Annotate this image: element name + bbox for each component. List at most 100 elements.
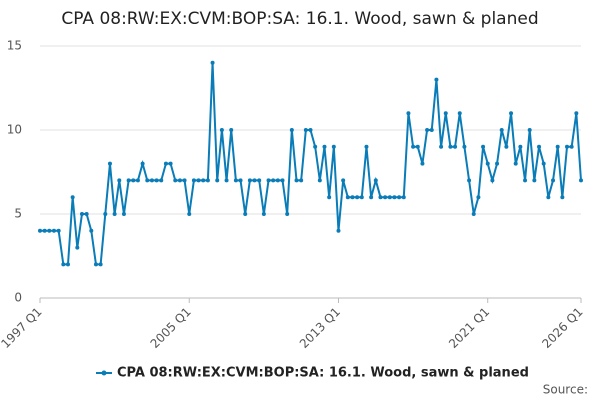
data-point bbox=[280, 178, 285, 183]
data-point bbox=[205, 178, 210, 183]
data-point bbox=[574, 111, 579, 116]
data-point bbox=[238, 178, 243, 183]
data-point bbox=[462, 144, 467, 149]
data-point bbox=[145, 178, 150, 183]
data-point bbox=[555, 144, 560, 149]
data-point bbox=[420, 161, 425, 166]
data-point bbox=[196, 178, 201, 183]
y-tick-label: 15 bbox=[7, 39, 22, 53]
data-point bbox=[38, 228, 42, 233]
data-point bbox=[443, 111, 448, 116]
data-point bbox=[177, 178, 182, 183]
source: Source: bbox=[543, 383, 588, 397]
data-point bbox=[378, 195, 383, 200]
data-point bbox=[140, 161, 145, 166]
data-point bbox=[499, 128, 504, 132]
data-point bbox=[294, 178, 299, 183]
data-point bbox=[537, 144, 542, 149]
x-tick-label: 2026 Q1 bbox=[539, 305, 585, 351]
data-point bbox=[163, 161, 168, 166]
data-point bbox=[495, 161, 500, 166]
data-point bbox=[42, 228, 47, 233]
data-point bbox=[331, 144, 336, 149]
data-point bbox=[359, 195, 364, 200]
data-point bbox=[131, 178, 136, 183]
data-point bbox=[560, 195, 565, 200]
x-tick-label: 2005 Q1 bbox=[148, 305, 194, 351]
data-point bbox=[93, 262, 98, 267]
data-point bbox=[215, 178, 220, 183]
data-point bbox=[434, 77, 439, 82]
data-point bbox=[70, 195, 75, 200]
data-point bbox=[327, 195, 332, 200]
data-point bbox=[84, 212, 89, 216]
data-point bbox=[518, 144, 523, 149]
y-tick-label: 0 bbox=[14, 291, 22, 305]
data-point bbox=[126, 178, 131, 183]
data-point bbox=[103, 212, 108, 216]
data-point bbox=[579, 178, 583, 183]
data-point bbox=[313, 144, 318, 149]
data-point bbox=[317, 178, 322, 183]
data-point bbox=[397, 195, 402, 200]
data-point bbox=[429, 128, 434, 132]
data-point bbox=[65, 262, 70, 267]
data-point bbox=[89, 228, 94, 233]
data-point bbox=[261, 212, 266, 216]
data-point bbox=[527, 128, 532, 132]
data-point bbox=[117, 178, 122, 183]
x-tick-label: 1997 Q1 bbox=[0, 305, 45, 351]
data-point bbox=[210, 60, 215, 65]
data-point bbox=[364, 144, 369, 149]
data-point bbox=[457, 111, 462, 116]
data-point bbox=[275, 178, 280, 183]
data-point bbox=[406, 111, 411, 116]
data-point bbox=[121, 212, 126, 216]
data-point bbox=[569, 144, 574, 149]
data-point bbox=[252, 178, 257, 183]
data-point bbox=[467, 178, 472, 183]
x-tick-label: 2021 Q1 bbox=[446, 305, 492, 351]
data-point bbox=[513, 161, 518, 166]
data-point bbox=[392, 195, 397, 200]
data-point bbox=[56, 228, 61, 233]
data-point bbox=[355, 195, 360, 200]
data-point bbox=[266, 178, 271, 183]
data-point bbox=[229, 128, 234, 132]
data-point bbox=[219, 128, 224, 132]
data-point bbox=[509, 111, 514, 116]
data-point bbox=[471, 212, 476, 216]
data-point bbox=[350, 195, 355, 200]
legend-marker bbox=[101, 370, 107, 376]
data-point bbox=[401, 195, 406, 200]
y-tick-label: 10 bbox=[7, 123, 22, 137]
data-point bbox=[541, 161, 546, 166]
data-point bbox=[168, 161, 173, 166]
data-point bbox=[425, 128, 430, 132]
data-point bbox=[135, 178, 140, 183]
data-point bbox=[98, 262, 103, 267]
data-point bbox=[308, 128, 313, 132]
data-point bbox=[233, 178, 238, 183]
data-point bbox=[79, 212, 84, 216]
data-point bbox=[303, 128, 308, 132]
data-point bbox=[373, 178, 378, 183]
data-point bbox=[47, 228, 52, 233]
data-point bbox=[247, 178, 252, 183]
data-point bbox=[257, 178, 262, 183]
data-point bbox=[51, 228, 56, 233]
data-point bbox=[107, 161, 112, 166]
data-point bbox=[61, 262, 66, 267]
data-point bbox=[369, 195, 374, 200]
data-point bbox=[453, 144, 458, 149]
data-point bbox=[159, 178, 164, 183]
data-point bbox=[532, 178, 537, 183]
data-point bbox=[271, 178, 276, 183]
data-point bbox=[182, 178, 187, 183]
data-point bbox=[485, 161, 490, 166]
data-point bbox=[191, 178, 196, 183]
data-point bbox=[439, 144, 444, 149]
data-point bbox=[345, 195, 350, 200]
y-tick-label: 5 bbox=[14, 207, 22, 221]
